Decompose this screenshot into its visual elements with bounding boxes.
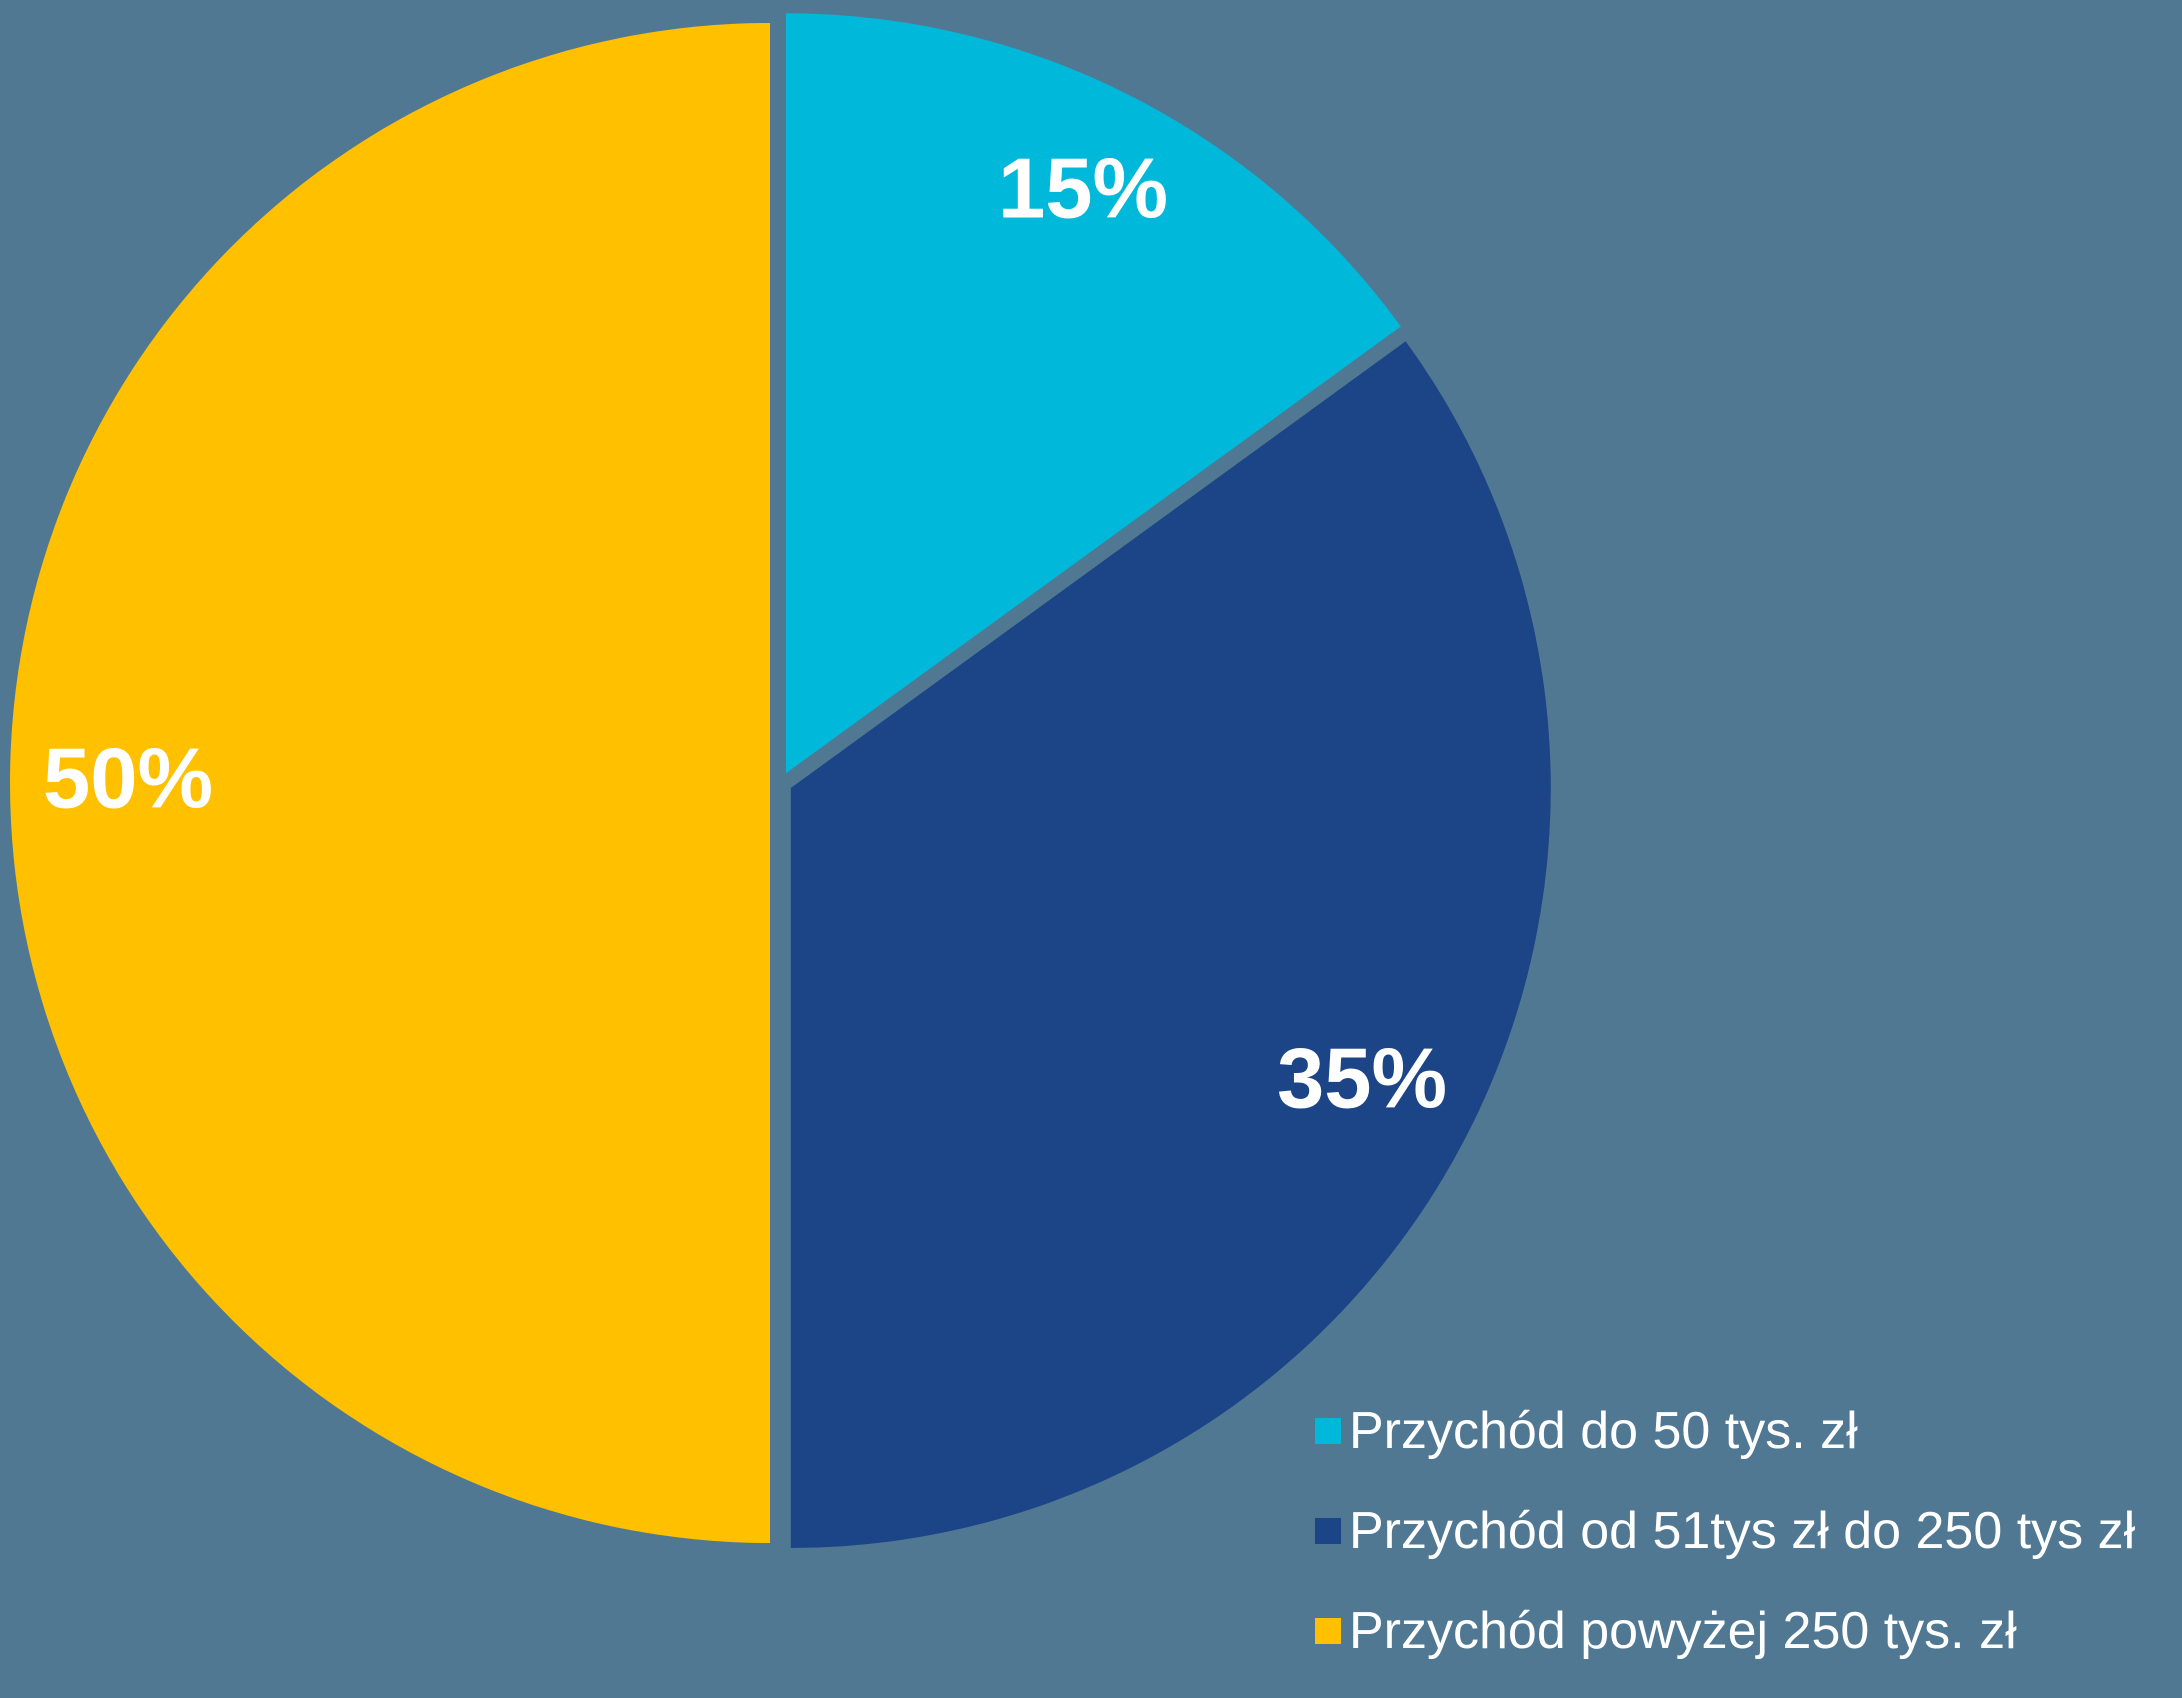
legend-label-1: Przychód do 50 tys. zł — [1349, 1402, 1858, 1460]
legend-label-2: Przychód od 51tys zł do 250 tys zł — [1349, 1502, 2136, 1560]
legend-item-3: Przychód powyżej 250 tys. zł — [1315, 1598, 2175, 1664]
pie-slice-2 — [790, 341, 1551, 1548]
pie-slice-label-1: 15% — [998, 141, 1168, 236]
pie-chart: 15% 35% 50% Przychód do 50 tys. zł Przychó… — [10, 13, 2135, 1660]
legend-item-2: Przychód od 51tys zł do 250 tys zł — [1315, 1498, 2175, 1564]
legend-swatch-1 — [1315, 1418, 1341, 1444]
pie-slice-label-2: 35% — [1277, 1031, 1447, 1126]
legend-item-1: Przychód do 50 tys. zł — [1315, 1398, 2175, 1464]
pie-slice-1 — [785, 13, 1401, 774]
legend-label-3: Przychód powyżej 250 tys. zł — [1349, 1602, 2017, 1660]
legend-swatch-2 — [1315, 1518, 1341, 1544]
legend-swatch-3 — [1315, 1618, 1341, 1644]
legend: Przychód do 50 tys. zł Przychód od 51tys… — [1315, 1398, 2175, 1698]
pie-slice-label-3: 50% — [43, 731, 213, 826]
pie-slice-3 — [10, 23, 770, 1543]
pie-chart-svg: 15% 35% 50% — [10, 13, 1551, 1548]
